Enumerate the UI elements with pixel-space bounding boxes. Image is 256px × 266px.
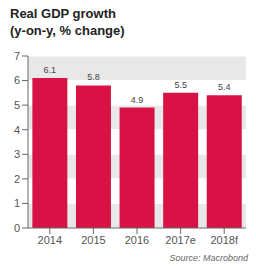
svg-text:5.5: 5.5: [174, 80, 187, 90]
svg-text:2017e: 2017e: [165, 234, 196, 246]
svg-text:3: 3: [14, 148, 20, 160]
svg-text:2014: 2014: [38, 234, 62, 246]
svg-text:5.8: 5.8: [87, 72, 100, 82]
svg-text:2015: 2015: [81, 234, 105, 246]
svg-text:5.4: 5.4: [218, 82, 231, 92]
svg-text:6.1: 6.1: [44, 65, 57, 75]
html-text:Source: Macrobond: Source: Macrobond: [169, 253, 248, 263]
svg-text:1: 1: [14, 197, 20, 209]
html-text:(y-on-y, % change): (y-on-y, % change): [10, 23, 125, 38]
svg-text:4: 4: [14, 124, 20, 136]
svg-text:7: 7: [14, 50, 20, 62]
svg-text:6: 6: [14, 74, 20, 86]
svg-text:2: 2: [14, 173, 20, 185]
html-text:Real GDP growth: Real GDP growth: [10, 6, 116, 21]
svg-text:0: 0: [14, 222, 20, 234]
svg-text:2016: 2016: [125, 234, 149, 246]
svg-text:2018f: 2018f: [210, 234, 238, 246]
svg-text:4.9: 4.9: [131, 95, 144, 105]
svg-text:5: 5: [14, 99, 20, 111]
